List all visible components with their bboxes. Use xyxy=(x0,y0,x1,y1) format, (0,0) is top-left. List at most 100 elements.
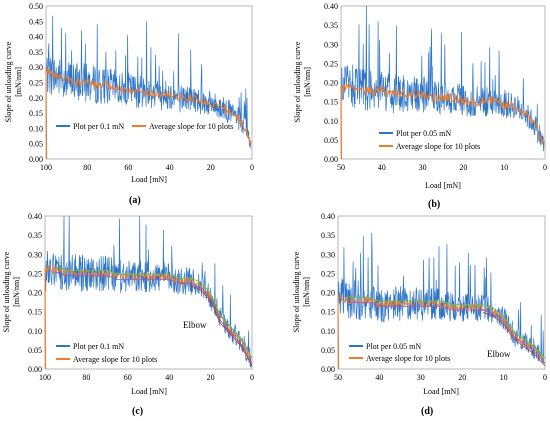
x-tick-label: 0 xyxy=(543,373,547,382)
y-tick-label: 0.15 xyxy=(28,308,42,317)
legend-label-raw: Plot per 0.1 mN xyxy=(73,122,124,131)
y-tick-label: 0.00 xyxy=(28,365,42,374)
plot-marks xyxy=(337,232,546,370)
x-tick-label: 80 xyxy=(83,163,91,172)
y-tick-label: 0.25 xyxy=(29,79,43,88)
x-tick-label: 40 xyxy=(165,373,173,382)
plot-marks xyxy=(340,5,545,160)
y-tick-label: 0.10 xyxy=(324,117,338,126)
y-tick-label: 0.15 xyxy=(29,109,43,118)
series-line-raw xyxy=(44,215,252,370)
y-tick-label: 0.35 xyxy=(29,48,43,57)
y-tick-label: 0.40 xyxy=(324,2,338,11)
y-axis-label-line-2: [mN/nm] xyxy=(14,67,23,97)
y-tick-label: 0.25 xyxy=(324,59,338,68)
x-tick-label: 50 xyxy=(337,163,345,172)
fit-line-green xyxy=(55,266,253,359)
x-tick-label: 0 xyxy=(250,373,254,382)
y-tick-label: 0.15 xyxy=(321,308,335,317)
series-line-raw xyxy=(337,232,545,370)
x-tick-labels: 100 80 60 40 20 0 xyxy=(40,163,254,172)
y-tick-label: 0.05 xyxy=(324,136,338,145)
y-tick-label: 0.05 xyxy=(28,346,42,355)
y-tick-label: 0.10 xyxy=(29,124,43,133)
x-tick-label: 40 xyxy=(378,163,386,172)
x-axis-label: Load [mN] xyxy=(425,181,461,190)
legend-label-avg: Average slope for 10 plots xyxy=(73,355,157,364)
y-tick-label: 0.50 xyxy=(29,2,43,11)
fit-line-red xyxy=(189,285,253,367)
legend-label-raw: Plot per 0.05 mN xyxy=(396,129,451,138)
x-tick-labels: 50 40 30 20 10 0 xyxy=(337,163,547,172)
x-tick-label: 60 xyxy=(124,373,132,382)
legend: Plot per 0.05 mN Average slope for 10 pl… xyxy=(349,342,450,363)
y-tick-label: 0.00 xyxy=(29,155,43,164)
y-tick-label: 0.30 xyxy=(321,250,335,259)
x-tick-labels: 50 40 30 20 10 0 xyxy=(334,373,547,382)
y-tick-label: 0.45 xyxy=(29,17,43,26)
y-tick-label: 0.40 xyxy=(29,33,43,42)
x-tick-labels: 100 80 60 40 20 0 xyxy=(39,373,254,382)
fit-line-purple xyxy=(55,271,253,364)
series-line-average xyxy=(337,294,545,370)
fit-line-red xyxy=(482,312,546,367)
legend: Plot per 0.05 mN Average slope for 10 pl… xyxy=(379,129,480,151)
plot-marks xyxy=(44,215,253,370)
x-tick-label: 20 xyxy=(207,163,215,172)
series-line-average xyxy=(340,81,545,160)
x-tick-label: 40 xyxy=(166,163,174,172)
x-tick-label: 30 xyxy=(419,163,427,172)
y-tick-label: 0.40 xyxy=(28,212,42,221)
y-tick-label: 0.35 xyxy=(28,231,42,240)
legend-label-raw: Plot per 0.05 mN xyxy=(366,342,421,351)
y-tick-label: 0.40 xyxy=(321,212,335,221)
y-tick-label: 0.30 xyxy=(324,40,338,49)
y-axis-label-line-1: Slope of unloading curve xyxy=(293,41,302,122)
x-tick-label: 30 xyxy=(417,373,425,382)
y-tick-label: 0.15 xyxy=(324,98,338,107)
x-tick-label: 20 xyxy=(458,373,466,382)
plot-area-frame xyxy=(340,5,546,160)
y-tick-label: 0.10 xyxy=(321,327,335,336)
elbow-annotation: Elbow xyxy=(487,349,511,359)
series-line-raw xyxy=(340,5,545,160)
x-tick-label: 80 xyxy=(82,373,90,382)
x-tick-label: 20 xyxy=(207,373,215,382)
x-axis-label: Load [mN] xyxy=(423,387,459,396)
y-tick-label: 0.05 xyxy=(29,140,43,149)
y-tick-label: 0.25 xyxy=(321,269,335,278)
legend-label-avg: Average slope for 10 plots xyxy=(149,122,233,131)
x-tick-label: 60 xyxy=(124,163,132,172)
fit-line-green xyxy=(348,296,546,359)
y-tick-label: 0.35 xyxy=(321,231,335,240)
panel-b: 0.00 0.05 0.10 0.15 0.20 0.25 0.30 0.35 0.40 50 4… xyxy=(293,2,547,210)
x-tick-label: 10 xyxy=(500,373,508,382)
x-tick-label: 20 xyxy=(459,163,467,172)
panel-label: (c) xyxy=(132,406,143,417)
fit-line-purple xyxy=(348,302,546,364)
y-tick-label: 0.30 xyxy=(28,250,42,259)
y-tick-labels: 0.00 0.05 0.10 0.15 0.20 0.25 0.30 0.35 0.40 xyxy=(28,212,42,374)
x-tick-label: 50 xyxy=(334,373,342,382)
panel-a: 0.00 0.05 0.10 0.15 0.20 0.25 0.30 0.35 0.40 0.45… xyxy=(4,2,254,206)
panel-label: (b) xyxy=(428,199,440,210)
y-axis-label-line-2: [mN/nm] xyxy=(12,277,21,307)
y-tick-label: 0.20 xyxy=(29,94,43,103)
y-tick-labels: 0.00 0.05 0.10 0.15 0.20 0.25 0.30 0.35 0.40 xyxy=(324,2,338,164)
y-tick-label: 0.20 xyxy=(321,289,335,298)
y-tick-label: 0.30 xyxy=(29,63,43,72)
x-axis-label: Load [mN] xyxy=(131,387,167,396)
y-axis-label-line-2: [mN/nm] xyxy=(303,67,312,97)
panel-label: (d) xyxy=(421,406,433,417)
legend-label-avg: Average slope for 10 plots xyxy=(396,142,480,151)
x-tick-label: 100 xyxy=(40,163,52,172)
series-line-average xyxy=(45,67,252,160)
y-tick-label: 0.00 xyxy=(321,365,335,374)
panel-c: 0.00 0.05 0.10 0.15 0.20 0.25 0.30 0.35 0.40 100… xyxy=(2,212,254,417)
y-tick-labels: 0.00 0.05 0.10 0.15 0.20 0.25 0.30 0.35 0.40 xyxy=(321,212,335,374)
panel-d: 0.00 0.05 0.10 0.15 0.20 0.25 0.30 0.35 0.40 50 4… xyxy=(292,212,547,417)
y-axis-label-line-1: Slope of unloading curve xyxy=(2,251,11,332)
y-tick-label: 0.20 xyxy=(324,79,338,88)
x-tick-label: 10 xyxy=(500,163,508,172)
